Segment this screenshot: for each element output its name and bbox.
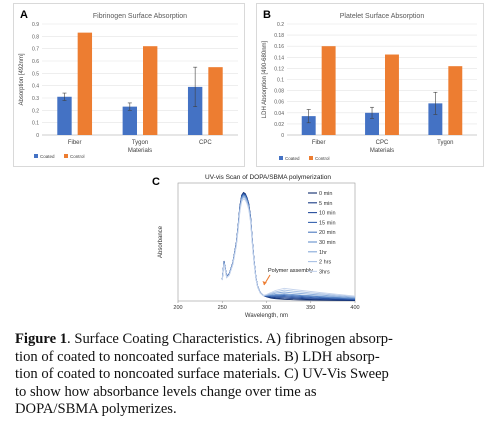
x-tick-label: 250	[218, 305, 227, 311]
bar-coated-cpc	[365, 112, 379, 135]
legend-swatch-coated	[34, 154, 38, 158]
y-tick-label: 0.6	[32, 59, 39, 65]
legend-label-control: Control	[315, 156, 330, 161]
y-tick-label: 0.08	[274, 89, 284, 95]
y-tick-label: 0.7	[32, 47, 39, 53]
legend-label-coated: Coated	[285, 156, 300, 161]
chart-c-svg: C UV-vis Scan of DOPA/SBMA polymerization…	[152, 174, 360, 319]
legend-label: 5 min	[319, 201, 332, 207]
bar-coated-fiber	[57, 96, 72, 135]
legend-label: 0 min	[319, 191, 332, 197]
annotation-label: Polymer assembly	[268, 268, 313, 274]
y-axis-label: Absorption [492nm]	[19, 53, 25, 105]
panel-c-uvvis-chart: C UV-vis Scan of DOPA/SBMA polymerization…	[150, 171, 375, 324]
caption-line-5: DOPA/SBMA polymerizes.	[15, 401, 177, 418]
y-tick-label: 0.06	[274, 100, 284, 106]
bar-control-tygon	[143, 46, 158, 136]
x-axis-label: Wavelength, nm	[245, 313, 288, 319]
x-tick-label: Tygon	[132, 140, 148, 146]
x-tick-label: Tygon	[437, 140, 453, 146]
bar-control-fiber	[321, 46, 336, 136]
x-tick-label: Fiber	[68, 140, 82, 146]
y-tick-label: 0.4	[32, 84, 39, 90]
x-axis-label: Materials	[128, 148, 152, 154]
panel-label-c: C	[152, 176, 160, 188]
bar-control-cpc	[385, 54, 399, 135]
x-tick-label: CPC	[199, 140, 212, 146]
chart-title: UV-vis Scan of DOPA/SBMA polymerization	[205, 174, 331, 181]
y-tick-label: 0.5	[32, 71, 39, 77]
legend-label: 1hr	[319, 250, 327, 256]
legend-label: 2 hrs	[319, 260, 331, 266]
y-tick-label: 0.12	[274, 66, 284, 72]
x-tick-label: 350	[306, 305, 315, 311]
y-tick-label: 0.3	[32, 96, 39, 102]
y-tick-label: 0.14	[274, 55, 284, 61]
x-axis-label: Materials	[370, 148, 394, 154]
caption-line-3: tion of coated to noncoated surface mate…	[15, 366, 389, 383]
y-tick-label: 0.2	[32, 108, 39, 114]
y-tick-label: 0.02	[274, 122, 284, 128]
chart-b-svg: B Platelet Surface Absorption 0 0.02 0.04 0.0…	[262, 9, 477, 161]
y-axis-label: Absorbance	[158, 225, 164, 258]
legend-label-control: Control	[70, 154, 85, 159]
bar-coated-tygon	[428, 103, 443, 135]
panel-label-a: A	[20, 9, 28, 21]
legend-label: 10 min	[319, 211, 336, 217]
chart-title: Platelet Surface Absorption	[340, 13, 425, 20]
bar-control-cpc	[208, 67, 223, 135]
legend-label: 3hrs	[319, 269, 330, 275]
x-tick-label: 200	[173, 305, 182, 311]
panel-b-platelet-chart: B Platelet Surface Absorption 0 0.02 0.04 0.0…	[256, 3, 484, 167]
y-tick-label: 0	[36, 133, 39, 139]
y-tick-label: 0.04	[274, 111, 284, 117]
bar-control-tygon	[448, 66, 463, 135]
x-tick-label: 300	[262, 305, 271, 311]
legend-swatch-coated	[279, 156, 283, 160]
y-tick-label: 0.1	[277, 78, 284, 84]
bar-coated-tygon	[122, 106, 137, 135]
y-tick-label: 0.18	[274, 33, 284, 39]
legend-label-coated: Coated	[40, 154, 55, 159]
y-tick-label: 0.9	[32, 22, 39, 28]
x-tick-label: 400	[350, 305, 359, 311]
legend-label: 20 min	[319, 230, 336, 236]
series-line-2	[221, 192, 356, 301]
panel-label-b: B	[263, 9, 271, 21]
caption-line-1: . Surface Coating Characteristics. A) fi…	[67, 331, 393, 347]
caption-line-2: tion of coated to noncoated surface mate…	[15, 348, 380, 365]
series-line-3	[221, 192, 356, 301]
bar-control-fiber	[77, 32, 93, 135]
y-tick-label: 0.2	[277, 22, 284, 28]
x-tick-label: CPC	[376, 140, 389, 146]
y-tick-label: 0.16	[274, 44, 284, 50]
y-axis-label: LDH Absorption [490-680nm]	[262, 40, 268, 118]
bar-coated-fiber	[301, 116, 316, 135]
legend-swatch-control	[64, 154, 68, 158]
legend-label: 15 min	[319, 220, 336, 226]
chart-title: Fibrinogen Surface Absorption	[93, 13, 187, 20]
caption-figure-label: Figure 1	[15, 331, 68, 347]
caption-line-4: to show how absorbance levels change ove…	[15, 383, 317, 400]
annotation-arrowhead	[262, 281, 267, 285]
chart-a-svg: A Fibrinogen Surface Absorption 0 0.1 0.2 0.3…	[19, 9, 238, 159]
y-tick-label: 0.1	[32, 121, 39, 127]
figure-caption: Figure 1. Surface Coating Characteristic…	[15, 331, 485, 419]
panel-a-fibrinogen-chart: A Fibrinogen Surface Absorption 0 0.1 0.2 0.3…	[13, 3, 245, 167]
legend-swatch-control	[309, 156, 313, 160]
series-line-9	[221, 198, 356, 297]
bar-coated-cpc	[187, 86, 203, 135]
y-tick-label: 0	[281, 133, 284, 139]
legend-label: 30 min	[319, 240, 336, 246]
y-tick-label: 0.8	[32, 34, 39, 40]
x-tick-label: Fiber	[312, 140, 326, 146]
series-line-1	[221, 191, 356, 302]
